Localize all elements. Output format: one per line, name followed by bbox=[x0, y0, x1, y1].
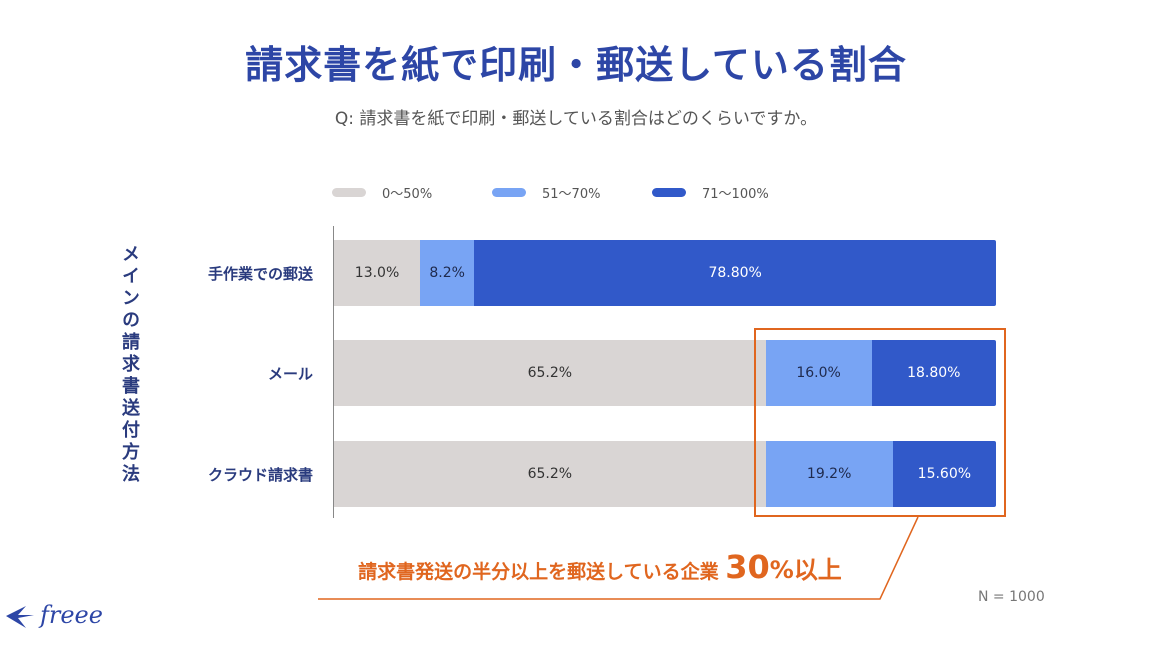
legend-label-0-50: 0〜50% bbox=[382, 186, 433, 202]
callout-unit: %以上 bbox=[769, 556, 842, 584]
bar-value-label: 13.0% bbox=[354, 265, 400, 281]
bar-segment: 15.60% bbox=[892, 441, 996, 507]
category-label: クラウド請求書 bbox=[207, 466, 313, 484]
legend-swatch-gray bbox=[332, 187, 366, 197]
bar-segment: 19.2% bbox=[765, 441, 893, 507]
highlight-box bbox=[754, 328, 1006, 517]
bar-segment: 65.2% bbox=[334, 340, 766, 406]
bird-icon bbox=[6, 606, 34, 628]
bar-segment: 13.0% bbox=[334, 240, 421, 306]
bar-value-label: 16.0% bbox=[796, 365, 841, 381]
logo-text: freee bbox=[40, 601, 103, 629]
bar-value-label: 65.2% bbox=[527, 466, 573, 482]
page-subtitle: Q: 請求書を紙で印刷・郵送している割合はどのくらいですか。 bbox=[334, 109, 818, 129]
y-axis-title: メインの請求書送付方法 bbox=[119, 244, 140, 486]
bar-value-label: 8.2% bbox=[429, 265, 465, 281]
freee-logo: freee bbox=[4, 598, 103, 632]
bar-segment: 65.2% bbox=[334, 441, 766, 507]
bar-value-label: 65.2% bbox=[527, 365, 573, 381]
bar-value-label: 15.60% bbox=[917, 466, 972, 482]
legend-item-51-70: 51〜70% bbox=[492, 182, 600, 202]
category-label: 手作業での郵送 bbox=[207, 265, 313, 283]
legend-swatch-dark-blue bbox=[652, 187, 686, 197]
legend-item-71-100: 71〜100% bbox=[652, 182, 769, 202]
sample-size-label: N = 1000 bbox=[978, 589, 1045, 605]
callout-main-text: 請求書発送の半分以上を郵送している企業 bbox=[358, 561, 719, 583]
bar-value-label: 78.80% bbox=[708, 265, 762, 281]
bar-segment: 16.0% bbox=[765, 340, 872, 406]
category-label: メール bbox=[267, 365, 313, 383]
legend-label-51-70: 51〜70% bbox=[542, 186, 601, 202]
bar-value-label: 18.80% bbox=[907, 365, 961, 381]
page-title: 請求書を紙で印刷・郵送している割合 bbox=[245, 43, 907, 87]
bar-segment: 18.80% bbox=[871, 340, 996, 406]
bar-value-label: 19.2% bbox=[806, 466, 852, 482]
bar-segment: 8.2% bbox=[420, 240, 475, 306]
bar-segment: 78.80% bbox=[474, 240, 996, 306]
legend-swatch-light-blue bbox=[492, 187, 526, 197]
callout-leader-line bbox=[318, 516, 919, 600]
legend-label-71-100: 71〜100% bbox=[702, 186, 769, 202]
callout-text: 請求書発送の半分以上を郵送している企業 30%以上 bbox=[320, 548, 880, 586]
legend-item-0-50: 0〜50% bbox=[332, 182, 432, 202]
y-axis-line bbox=[333, 226, 334, 518]
callout-number: 30 bbox=[725, 548, 770, 586]
